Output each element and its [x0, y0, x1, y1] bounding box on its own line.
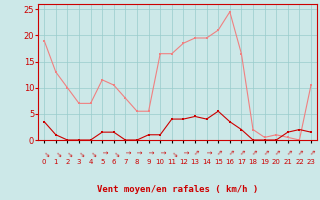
Text: ↑: ↑: [110, 150, 118, 158]
Text: ↑: ↑: [272, 150, 280, 158]
Text: ↑: ↑: [226, 150, 234, 158]
Text: ↑: ↑: [260, 150, 269, 158]
Text: ↑: ↑: [180, 150, 187, 156]
Text: ↑: ↑: [214, 150, 222, 158]
Text: ↑: ↑: [99, 150, 105, 156]
Text: ↑: ↑: [249, 150, 257, 158]
Text: ↑: ↑: [191, 150, 199, 158]
Text: ↑: ↑: [134, 150, 140, 156]
Text: ↑: ↑: [157, 150, 163, 156]
Text: ↑: ↑: [204, 150, 210, 156]
Text: ↑: ↑: [63, 150, 72, 158]
Text: ↑: ↑: [86, 150, 95, 158]
Text: ↑: ↑: [52, 150, 60, 158]
Text: ↑: ↑: [75, 150, 83, 158]
Text: ↑: ↑: [284, 150, 292, 158]
Text: ↑: ↑: [40, 150, 48, 158]
Text: ↑: ↑: [146, 150, 152, 156]
Text: ↑: ↑: [123, 150, 128, 156]
Text: ↑: ↑: [168, 150, 176, 158]
Text: ↑: ↑: [307, 150, 315, 158]
Text: ↑: ↑: [237, 150, 245, 158]
X-axis label: Vent moyen/en rafales ( km/h ): Vent moyen/en rafales ( km/h ): [97, 185, 258, 194]
Text: ↑: ↑: [295, 150, 304, 158]
